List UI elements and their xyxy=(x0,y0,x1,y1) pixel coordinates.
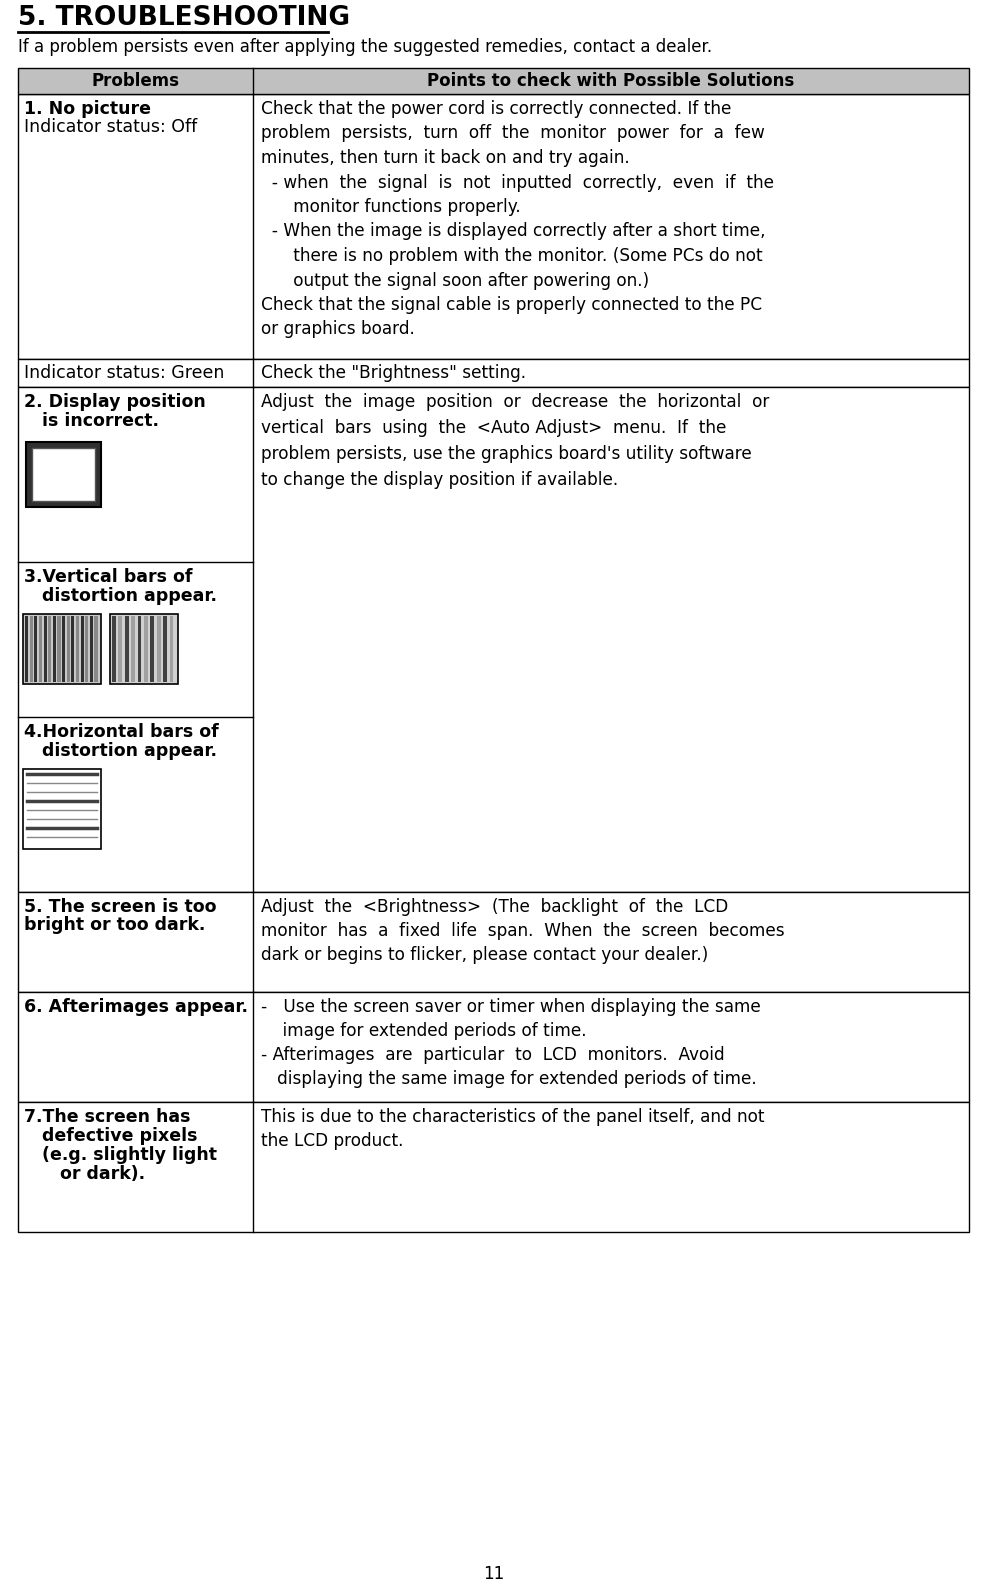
Text: Indicator status: Green: Indicator status: Green xyxy=(24,364,224,383)
Text: monitor  has  a  fixed  life  span.  When  the  screen  becomes: monitor has a fixed life span. When the … xyxy=(260,922,784,941)
Text: distortion appear.: distortion appear. xyxy=(24,741,217,760)
Bar xyxy=(52,617,56,681)
Text: or graphics board.: or graphics board. xyxy=(260,321,414,338)
Bar xyxy=(111,617,115,681)
Text: This is due to the characteristics of the panel itself, and not: This is due to the characteristics of th… xyxy=(260,1108,764,1126)
Bar xyxy=(150,617,154,681)
Text: (e.g. slightly light: (e.g. slightly light xyxy=(24,1146,217,1164)
Bar xyxy=(38,617,42,681)
Bar xyxy=(26,443,101,508)
Text: dark or begins to flicker, please contact your dealer.): dark or begins to flicker, please contac… xyxy=(260,945,708,964)
Bar xyxy=(18,359,968,387)
Text: output the signal soon after powering on.): output the signal soon after powering on… xyxy=(260,272,649,289)
Text: to change the display position if available.: to change the display position if availa… xyxy=(260,471,617,489)
Bar xyxy=(76,617,79,681)
Bar xyxy=(137,617,141,681)
Bar xyxy=(18,68,968,93)
Text: Indicator status: Off: Indicator status: Off xyxy=(24,119,197,136)
Text: 5. The screen is too: 5. The screen is too xyxy=(24,898,216,915)
Bar xyxy=(57,617,60,681)
Bar xyxy=(95,617,98,681)
Text: problem persists, use the graphics board's utility software: problem persists, use the graphics board… xyxy=(260,444,751,463)
Bar xyxy=(144,617,148,681)
Text: 6. Afterimages appear.: 6. Afterimages appear. xyxy=(24,998,247,1017)
Text: Problems: Problems xyxy=(92,73,179,90)
Bar xyxy=(67,617,70,681)
Text: vertical  bars  using  the  <Auto Adjust>  menu.  If  the: vertical bars using the <Auto Adjust> me… xyxy=(260,419,726,436)
Text: If a problem persists even after applying the suggested remedies, contact a deal: If a problem persists even after applyin… xyxy=(18,38,712,55)
Bar xyxy=(90,617,93,681)
Bar xyxy=(32,447,95,501)
Text: defective pixels: defective pixels xyxy=(24,1127,197,1145)
Text: 3.Vertical bars of: 3.Vertical bars of xyxy=(24,568,192,587)
Text: bright or too dark.: bright or too dark. xyxy=(24,915,205,934)
Text: Adjust  the  <Brightness>  (The  backlight  of  the  LCD: Adjust the <Brightness> (The backlight o… xyxy=(260,898,728,915)
Text: 5. TROUBLESHOOTING: 5. TROUBLESHOOTING xyxy=(18,5,350,32)
Bar xyxy=(18,93,968,359)
Text: Check that the signal cable is properly connected to the PC: Check that the signal cable is properly … xyxy=(260,296,761,315)
Text: Points to check with Possible Solutions: Points to check with Possible Solutions xyxy=(427,73,794,90)
Text: the LCD product.: the LCD product. xyxy=(260,1132,403,1149)
Bar xyxy=(23,768,101,849)
Text: - When the image is displayed correctly after a short time,: - When the image is displayed correctly … xyxy=(260,223,765,240)
Text: monitor functions properly.: monitor functions properly. xyxy=(260,198,521,217)
Bar xyxy=(170,617,174,681)
Bar xyxy=(131,617,135,681)
Bar xyxy=(23,613,101,685)
Bar xyxy=(18,387,968,892)
Text: minutes, then turn it back on and try again.: minutes, then turn it back on and try ag… xyxy=(260,149,629,168)
Bar xyxy=(18,892,968,991)
Bar xyxy=(81,617,84,681)
Text: image for extended periods of time.: image for extended periods of time. xyxy=(260,1021,586,1040)
Bar xyxy=(71,617,74,681)
Bar xyxy=(30,617,33,681)
Text: 7.The screen has: 7.The screen has xyxy=(24,1108,190,1126)
Bar xyxy=(48,617,51,681)
Bar xyxy=(25,617,29,681)
Text: -   Use the screen saver or timer when displaying the same: - Use the screen saver or timer when dis… xyxy=(260,998,760,1017)
Bar xyxy=(18,991,968,1102)
Bar xyxy=(163,617,167,681)
Text: Adjust  the  image  position  or  decrease  the  horizontal  or: Adjust the image position or decrease th… xyxy=(260,394,769,411)
Text: displaying the same image for extended periods of time.: displaying the same image for extended p… xyxy=(260,1070,756,1088)
Bar xyxy=(157,617,161,681)
Bar xyxy=(118,617,122,681)
Text: problem  persists,  turn  off  the  monitor  power  for  a  few: problem persists, turn off the monitor p… xyxy=(260,125,764,142)
Text: there is no problem with the monitor. (Some PCs do not: there is no problem with the monitor. (S… xyxy=(260,247,762,266)
Text: 11: 11 xyxy=(482,1565,504,1581)
Text: Check the "Brightness" setting.: Check the "Brightness" setting. xyxy=(260,364,526,383)
Text: or dark).: or dark). xyxy=(24,1165,145,1183)
Text: 4.Horizontal bars of: 4.Horizontal bars of xyxy=(24,723,219,741)
Bar xyxy=(35,617,37,681)
Bar xyxy=(124,617,128,681)
Text: 2. Display position: 2. Display position xyxy=(24,394,205,411)
Text: is incorrect.: is incorrect. xyxy=(24,413,159,430)
Text: - when  the  signal  is  not  inputted  correctly,  even  if  the: - when the signal is not inputted correc… xyxy=(260,174,773,191)
Bar xyxy=(109,613,177,685)
Text: distortion appear.: distortion appear. xyxy=(24,587,217,606)
Bar xyxy=(18,1102,968,1232)
Bar xyxy=(62,617,65,681)
Text: Check that the power cord is correctly connected. If the: Check that the power cord is correctly c… xyxy=(260,100,731,119)
Bar xyxy=(85,617,89,681)
Text: 1. No picture: 1. No picture xyxy=(24,100,151,119)
Bar xyxy=(43,617,46,681)
Text: - Afterimages  are  particular  to  LCD  monitors.  Avoid: - Afterimages are particular to LCD moni… xyxy=(260,1047,724,1064)
